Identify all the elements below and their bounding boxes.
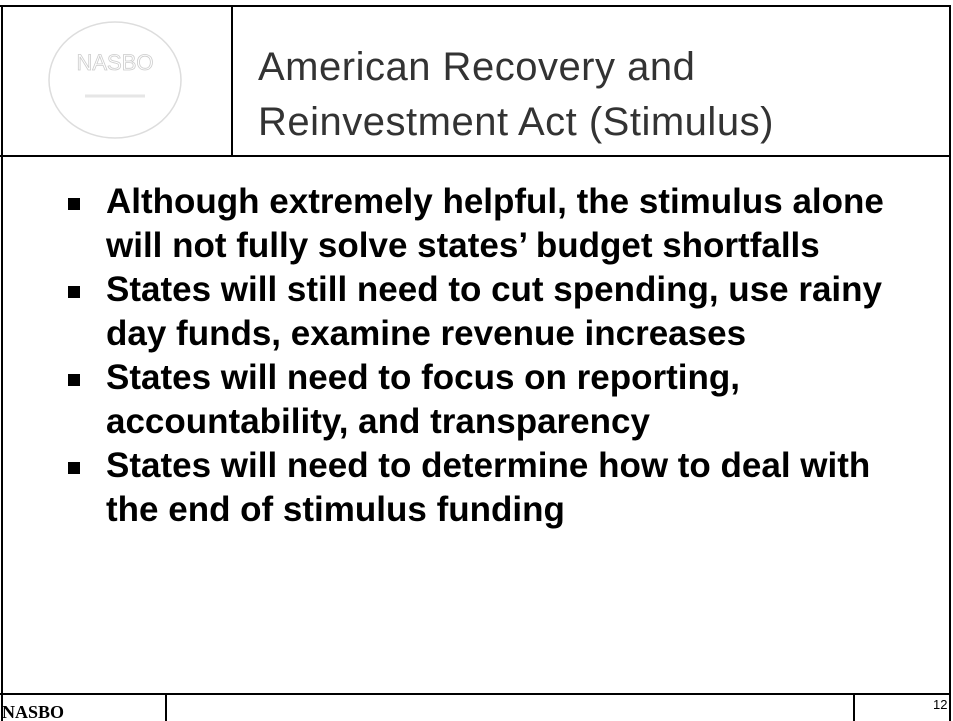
bullet-item: States will still need to cut spending, … xyxy=(68,268,906,356)
bullet-list: Although extremely helpful, the stimulus… xyxy=(68,180,906,532)
logo: NASBO xyxy=(48,21,182,139)
bullet-text: States will need to focus on reporting, … xyxy=(106,358,740,441)
logo-circle xyxy=(48,21,182,139)
bullet-marker xyxy=(68,198,80,210)
bullet-marker xyxy=(68,286,80,298)
bullet-text: States will need to determine how to dea… xyxy=(106,446,871,529)
bullet-marker xyxy=(68,374,80,386)
bullet-text: Although extremely helpful, the stimulus… xyxy=(106,182,884,265)
header-bottom xyxy=(0,155,950,157)
frame-left xyxy=(1,5,3,721)
footer-top xyxy=(0,693,950,695)
page-number: 12 xyxy=(933,697,948,712)
footer-divider-right xyxy=(853,693,855,721)
header-divider xyxy=(231,5,233,156)
bullet-item: States will need to focus on reporting, … xyxy=(68,356,906,444)
frame-top xyxy=(0,5,950,7)
slide-title: American Recovery and Reinvestment Act (… xyxy=(258,40,948,150)
footer-org: NASBO xyxy=(2,702,65,721)
bullet-item: Although extremely helpful, the stimulus… xyxy=(68,180,906,268)
bullet-marker xyxy=(68,462,80,474)
footer-divider-left xyxy=(165,693,167,721)
logo-text: NASBO xyxy=(76,50,153,75)
bullet-item: States will need to determine how to dea… xyxy=(68,444,906,532)
bullet-text: States will still need to cut spending, … xyxy=(106,270,882,353)
frame-right xyxy=(949,5,951,721)
title-line: Reinvestment Act (Stimulus) xyxy=(258,100,774,144)
title-line: American Recovery and xyxy=(258,45,696,89)
